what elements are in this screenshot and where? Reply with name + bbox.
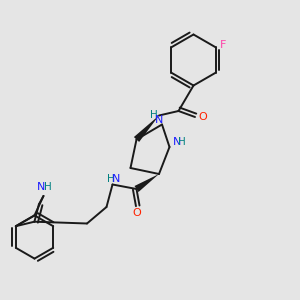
Polygon shape — [134, 174, 159, 192]
Text: H: H — [107, 174, 115, 184]
Polygon shape — [134, 116, 159, 142]
Text: O: O — [198, 112, 207, 122]
Text: N: N — [37, 182, 45, 193]
Text: N: N — [112, 174, 121, 184]
Text: N: N — [155, 115, 163, 125]
Text: H: H — [44, 182, 51, 193]
Text: H: H — [178, 136, 186, 147]
Text: N: N — [173, 136, 181, 147]
Text: O: O — [132, 208, 141, 218]
Text: F: F — [220, 40, 226, 50]
Text: H: H — [150, 110, 158, 120]
